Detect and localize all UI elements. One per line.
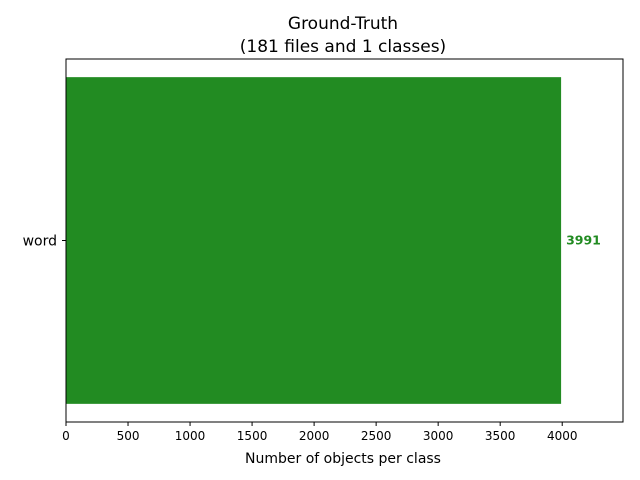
x-tick-label: 1000 [175, 429, 206, 443]
plot-area: word 3991 0 500 1000 1500 2000 2500 3000 3500 4000 [23, 58, 624, 443]
x-tick-label: 2000 [299, 429, 330, 443]
bar-word [66, 77, 562, 404]
x-tick-label: 1500 [237, 429, 268, 443]
data-label: 3991 [566, 233, 601, 248]
chart-subtitle: (181 files and 1 classes) [240, 37, 446, 57]
x-axis-label: Number of objects per class [245, 451, 441, 467]
axes-frame [65, 58, 624, 423]
y-tick-label: word [23, 234, 57, 250]
x-tick-label: 500 [117, 429, 140, 443]
x-tick-label: 2500 [361, 429, 392, 443]
x-tick-label: 3000 [423, 429, 454, 443]
x-tick-label: 4000 [547, 429, 578, 443]
chart-title: Ground-Truth [288, 14, 398, 34]
x-tick-label: 3500 [485, 429, 516, 443]
x-tick-label: 0 [62, 429, 70, 443]
